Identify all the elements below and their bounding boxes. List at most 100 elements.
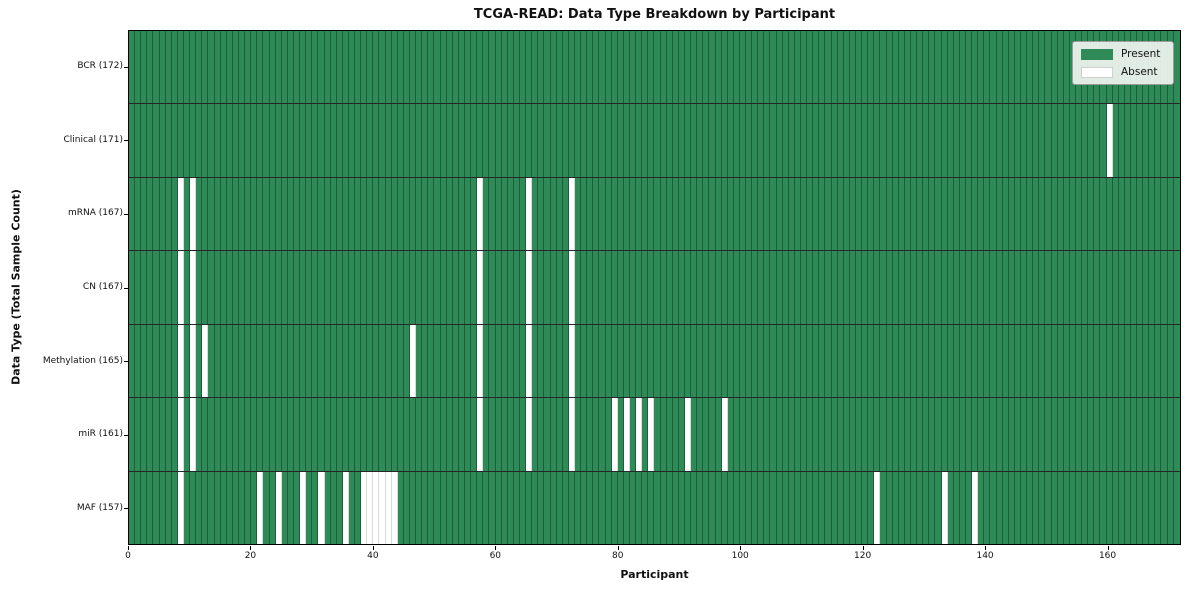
present-cell	[183, 398, 191, 471]
present-cell	[287, 31, 294, 104]
present-cell	[1008, 471, 1015, 544]
present-cell	[1045, 324, 1052, 398]
present-cell	[843, 324, 850, 398]
present-cell	[996, 398, 1003, 471]
present-cell	[1173, 251, 1179, 324]
present-cell	[477, 31, 484, 104]
present-cell	[1027, 324, 1034, 398]
present-cell	[672, 177, 679, 251]
present-cell	[874, 104, 881, 177]
present-cell	[373, 104, 380, 177]
present-cell	[501, 251, 508, 324]
present-cell	[373, 31, 380, 104]
present-cell	[477, 104, 484, 177]
present-cell	[428, 177, 435, 251]
present-cell	[959, 471, 966, 544]
present-cell	[672, 471, 679, 544]
present-cell	[550, 104, 557, 177]
present-cell	[385, 251, 392, 324]
present-cell	[959, 104, 966, 177]
present-cell	[1167, 177, 1174, 251]
present-cell	[733, 471, 740, 544]
present-cell	[141, 251, 148, 324]
present-cell	[678, 398, 685, 471]
present-cell	[721, 324, 728, 398]
present-cell	[1124, 177, 1131, 251]
present-cell	[1130, 324, 1138, 398]
present-cell	[587, 471, 594, 544]
present-cell	[629, 398, 637, 471]
present-cell	[752, 251, 759, 324]
present-cell	[856, 251, 863, 324]
present-cell	[697, 251, 704, 324]
present-cell	[135, 31, 142, 104]
present-cell	[1094, 104, 1101, 177]
present-cell	[587, 177, 594, 251]
present-cell	[1075, 251, 1083, 324]
present-cell	[770, 398, 777, 471]
present-cell	[862, 398, 869, 471]
present-cell	[1063, 398, 1070, 471]
present-cell	[1063, 31, 1070, 104]
present-cell	[605, 31, 612, 104]
present-cell	[379, 398, 386, 471]
present-cell	[293, 398, 301, 471]
present-cell	[703, 398, 710, 471]
present-cell	[434, 471, 441, 544]
present-cell	[1100, 324, 1107, 398]
present-cell	[1051, 324, 1058, 398]
present-cell	[886, 251, 893, 324]
present-cell	[837, 398, 844, 471]
present-cell	[550, 471, 557, 544]
present-cell	[648, 177, 655, 251]
y-tick-label-miR: miR (161)	[78, 429, 123, 440]
present-cell	[593, 324, 600, 398]
present-cell	[324, 471, 331, 544]
present-cell	[507, 177, 514, 251]
absent-cell	[477, 177, 484, 251]
present-cell	[208, 251, 215, 324]
present-cell	[355, 104, 362, 177]
present-cell	[929, 398, 936, 471]
present-cell	[935, 31, 942, 104]
present-cell	[611, 324, 618, 398]
present-cell	[245, 398, 252, 471]
present-cell	[1082, 398, 1089, 471]
present-cell	[911, 31, 918, 104]
present-cell	[794, 31, 802, 104]
present-cell	[1051, 31, 1058, 104]
present-cell	[403, 104, 411, 177]
present-cell	[385, 104, 392, 177]
present-cell	[245, 104, 252, 177]
x-tick-label-80: 80	[612, 551, 624, 561]
present-cell	[306, 31, 313, 104]
present-cell	[232, 398, 239, 471]
present-cell	[238, 104, 246, 177]
x-tick-mark	[862, 546, 864, 550]
present-cell	[666, 31, 673, 104]
present-cell	[355, 31, 362, 104]
present-cell	[892, 471, 899, 544]
present-cell	[379, 251, 386, 324]
present-cell	[245, 471, 252, 544]
present-cell	[1106, 177, 1113, 251]
present-cell	[648, 471, 655, 544]
absent-cell	[391, 471, 398, 544]
absent-cell	[684, 398, 692, 471]
present-cell	[1173, 177, 1179, 251]
present-cell	[568, 31, 575, 104]
present-cell	[1002, 177, 1009, 251]
present-cell	[691, 104, 698, 177]
present-cell	[1045, 251, 1052, 324]
present-cell	[617, 398, 624, 471]
present-cell	[446, 31, 453, 104]
present-cell	[562, 471, 569, 544]
present-cell	[1002, 324, 1009, 398]
present-cell	[959, 251, 966, 324]
present-cell	[776, 104, 783, 177]
present-cell	[672, 31, 679, 104]
present-cell	[312, 471, 319, 544]
present-cell	[917, 31, 924, 104]
present-cell	[1069, 177, 1076, 251]
present-cell	[129, 398, 136, 471]
